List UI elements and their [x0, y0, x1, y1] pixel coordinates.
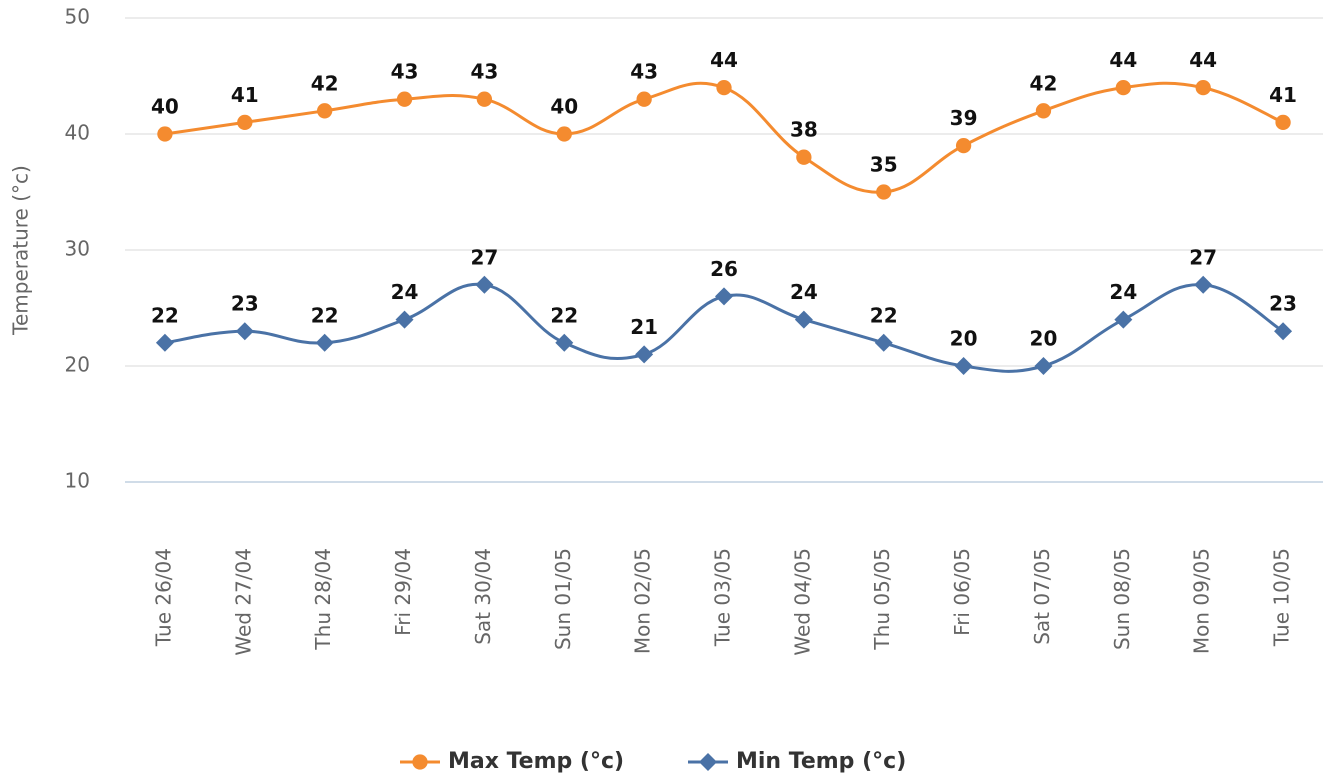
x-tick-label: Mon 02/05 [631, 548, 655, 654]
data-label: 44 [710, 48, 738, 72]
data-label: 23 [231, 292, 259, 316]
marker [396, 91, 413, 107]
x-tick-label: Mon 09/05 [1190, 548, 1214, 654]
data-label: 20 [1030, 327, 1058, 351]
legend-label: Max Temp (°c) [448, 749, 624, 774]
x-tick-label: Sun 01/05 [551, 548, 575, 650]
marker [876, 184, 892, 200]
data-label: 43 [470, 60, 498, 84]
x-tick-label: Tue 10/05 [1270, 548, 1294, 647]
data-label: 41 [231, 83, 259, 107]
marker [955, 137, 972, 154]
marker [1115, 79, 1131, 96]
data-label: 44 [1109, 48, 1137, 72]
marker [317, 103, 333, 119]
marker [796, 149, 812, 165]
marker [315, 333, 334, 352]
marker [954, 357, 973, 375]
marker [1194, 275, 1213, 294]
data-label: 22 [550, 303, 578, 327]
legend-marker [412, 754, 428, 770]
data-label: 39 [950, 106, 978, 130]
marker [794, 310, 813, 329]
y-tick-label: 50 [65, 5, 90, 29]
legend-label: Min Temp (°c) [736, 749, 906, 774]
data-label: 27 [1189, 245, 1217, 269]
marker [1034, 357, 1053, 375]
data-label: 22 [311, 303, 339, 327]
marker [237, 114, 253, 131]
marker [476, 91, 493, 107]
data-label: 21 [630, 315, 658, 339]
marker [395, 310, 414, 329]
data-label: 22 [151, 303, 179, 327]
data-label: 40 [151, 95, 179, 119]
marker [635, 345, 654, 364]
data-label: 38 [790, 118, 818, 142]
x-tick-label: Tue 03/05 [711, 548, 735, 647]
marker [874, 333, 893, 352]
y-tick-label: 40 [65, 121, 90, 145]
x-tick-label: Sun 08/05 [1110, 548, 1134, 650]
x-tick-label: Thu 28/04 [311, 548, 335, 651]
data-label: 44 [1189, 48, 1217, 72]
x-tick-label: Wed 27/04 [231, 548, 255, 656]
data-label: 24 [790, 280, 818, 304]
x-tick-label: Sat 07/05 [1030, 548, 1054, 645]
marker [636, 91, 652, 107]
x-tick-label: Fri 06/05 [950, 548, 974, 636]
x-tick-label: Wed 04/05 [790, 548, 814, 656]
marker [475, 275, 494, 294]
data-label: 43 [391, 60, 419, 84]
x-tick-label: Sat 30/04 [471, 548, 495, 645]
data-label: 27 [470, 245, 498, 269]
marker [157, 126, 173, 142]
data-label: 24 [391, 280, 419, 304]
data-label: 35 [870, 153, 898, 177]
data-label: 23 [1269, 292, 1297, 316]
data-label: 42 [311, 71, 339, 95]
marker [1114, 310, 1133, 329]
y-tick-label: 30 [65, 237, 90, 261]
data-label: 22 [870, 303, 898, 327]
data-label: 40 [550, 95, 578, 119]
marker [716, 79, 732, 96]
x-tick-label: Thu 05/05 [870, 548, 894, 651]
marker [715, 287, 733, 306]
legend-marker [699, 753, 717, 771]
marker [555, 333, 574, 352]
marker [1274, 322, 1293, 341]
x-tick-label: Tue 26/04 [151, 548, 175, 647]
y-tick-label: 10 [65, 469, 90, 493]
data-label: 20 [950, 327, 978, 351]
marker [1035, 103, 1052, 119]
marker [556, 126, 572, 142]
marker [235, 322, 254, 341]
series-line [164, 81, 1284, 194]
data-label: 26 [710, 257, 738, 281]
x-tick-label: Fri 29/04 [391, 548, 415, 636]
y-tick-label: 20 [65, 353, 90, 377]
y-axis-label: Temperature (°c) [9, 165, 33, 336]
data-label: 43 [630, 60, 658, 84]
marker [1275, 114, 1291, 131]
data-label: 24 [1109, 280, 1137, 304]
data-label: 41 [1269, 83, 1297, 107]
marker [1195, 79, 1211, 96]
data-label: 42 [1030, 71, 1058, 95]
marker [155, 333, 174, 352]
